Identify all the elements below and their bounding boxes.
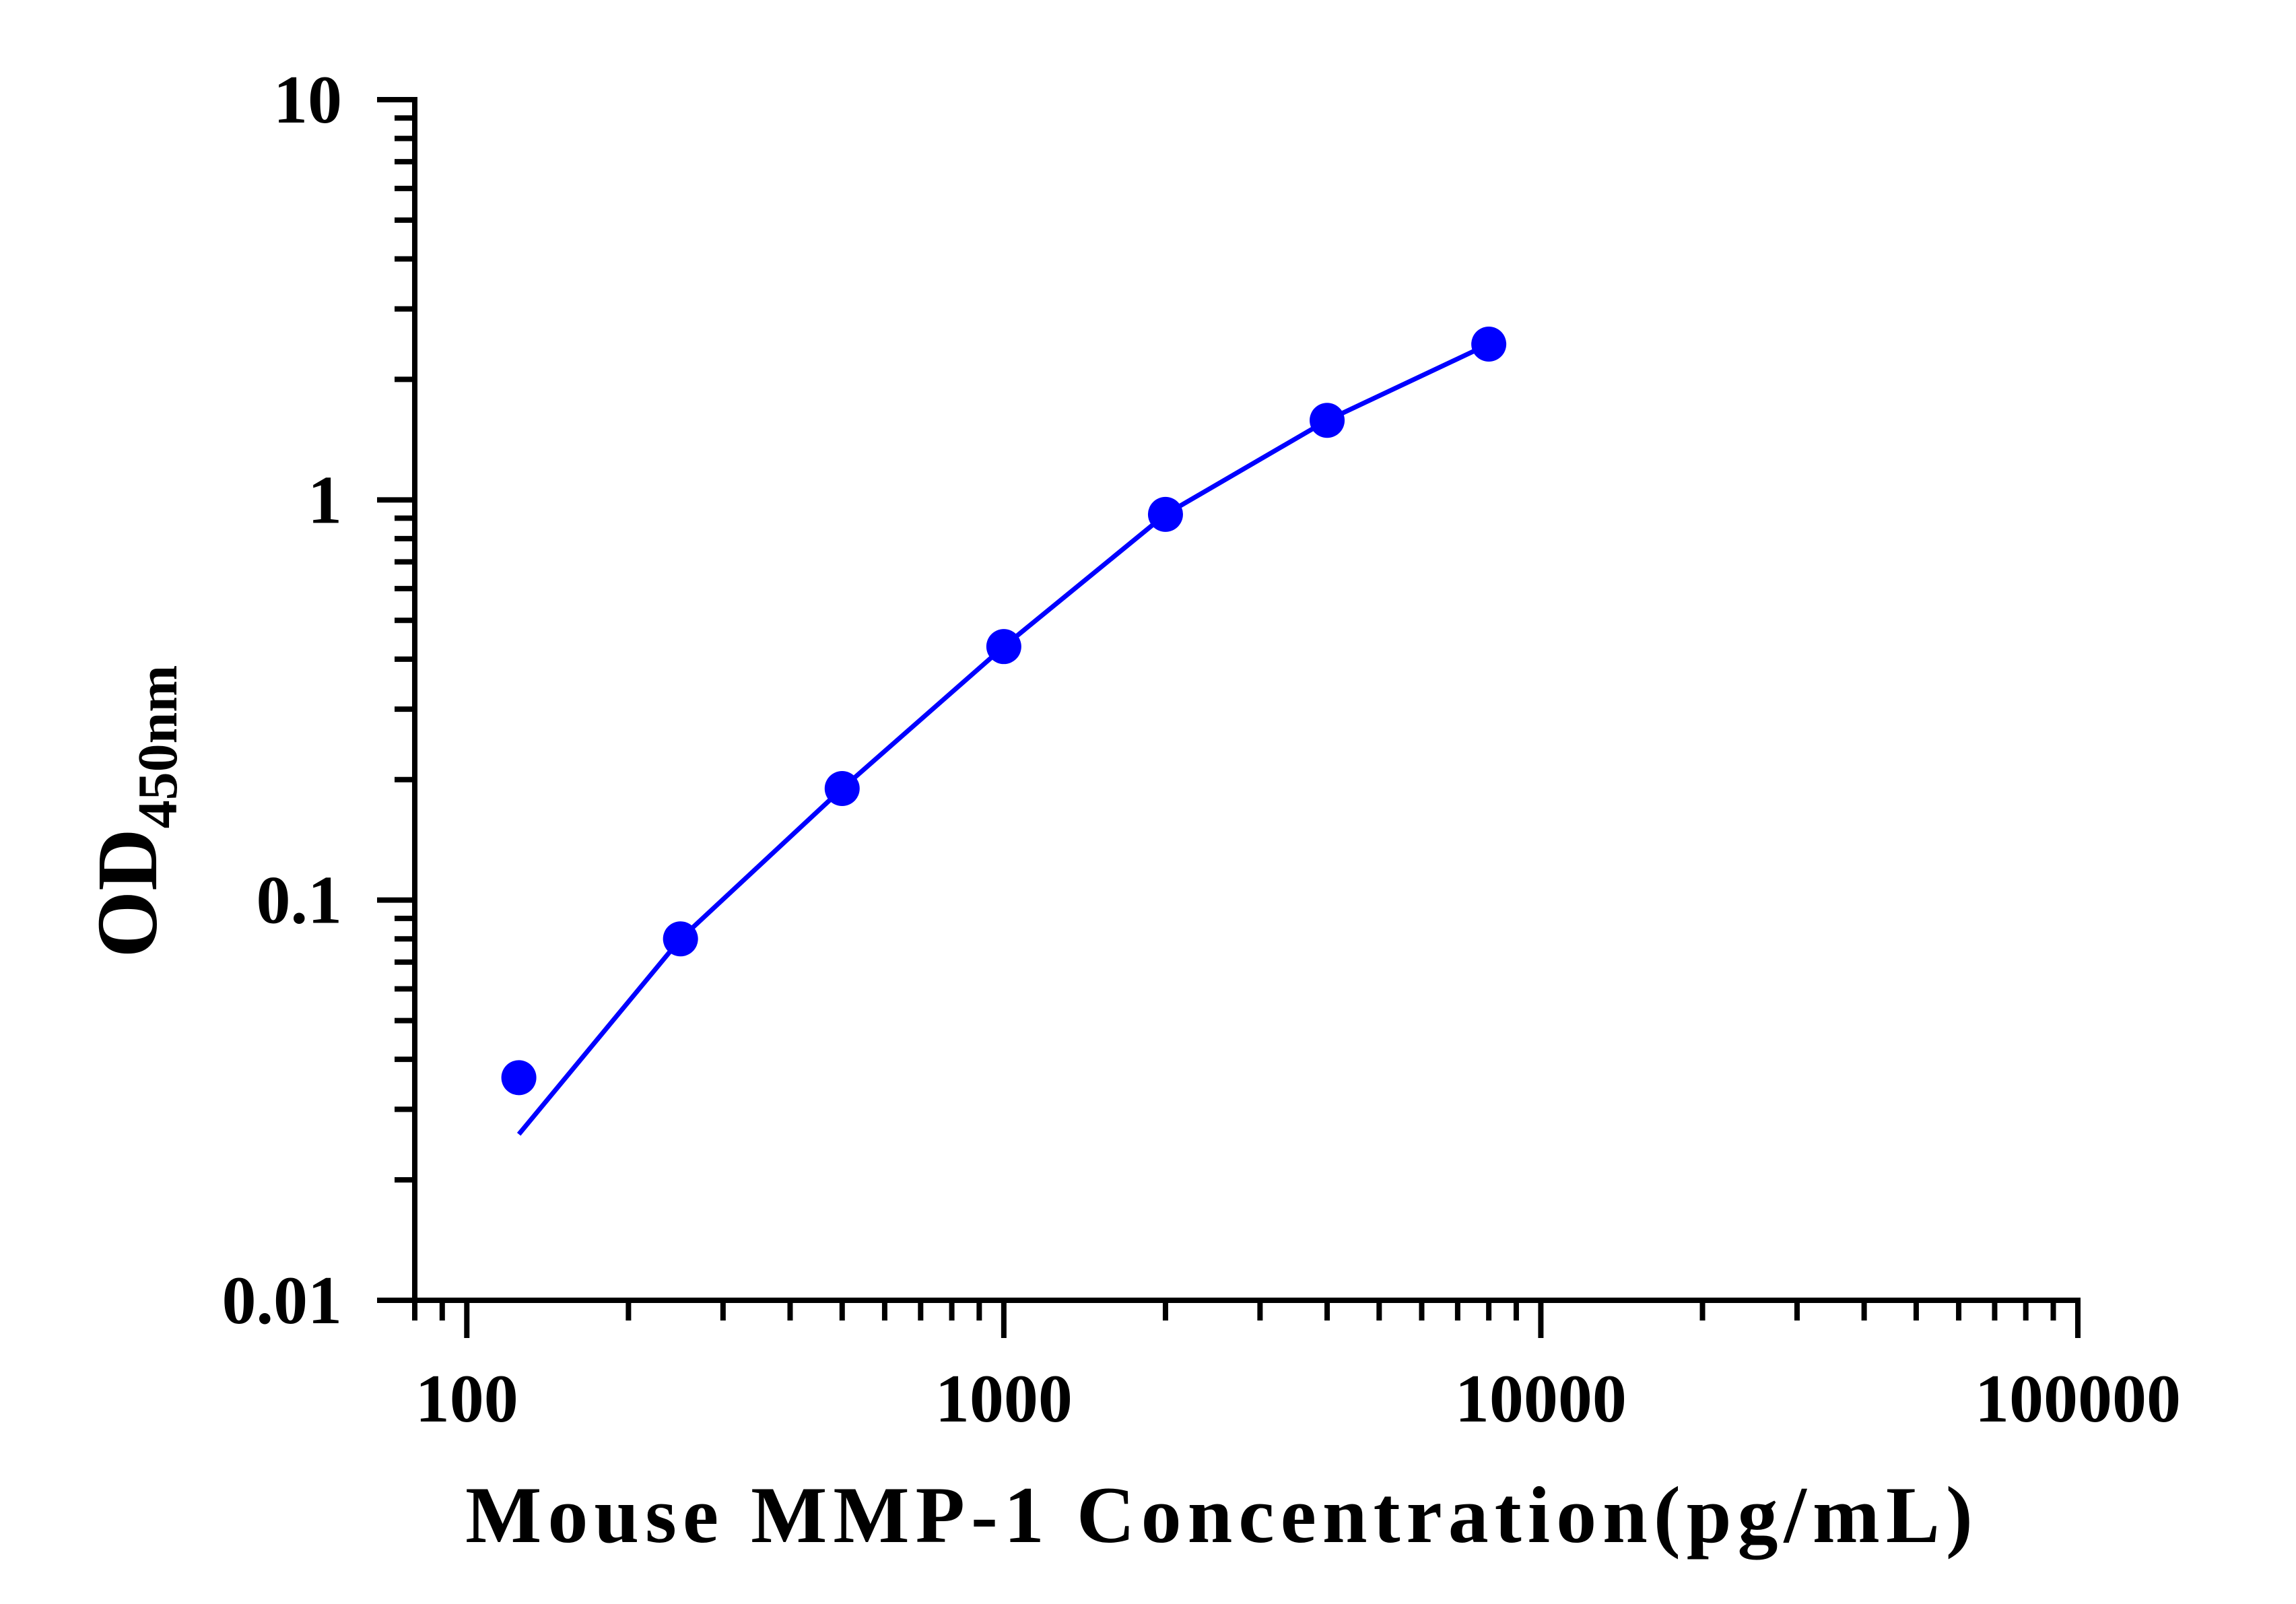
plot-series [501,327,1507,1136]
y-tick-label: 0.01 [222,1263,343,1339]
x-tick-label: 10000 [1455,1361,1627,1437]
fit-line [516,341,1490,1136]
y-axis-title-main: OD [79,828,175,958]
axes [412,97,2081,1303]
y-axis-title: OD450nm [79,665,189,958]
y-axis-title-subscript: 450nm [127,665,189,829]
axis-ticks: 0.01 0.1 1 10 100 1000 10000 100000 [222,62,2182,1437]
y-tick-label: 0.1 [257,863,343,939]
data-point [501,1060,537,1096]
x-tick-label: 1000 [935,1361,1073,1437]
x-axis-title: Mouse MMP-1 Concentration(pg/mL) [465,1470,1979,1560]
svg-text:OD450nm: OD450nm [79,665,189,958]
x-tick-label: 100 [415,1361,518,1437]
y-tick-label: 10 [273,62,342,138]
data-point [1471,327,1507,362]
x-tick-label: 100000 [1975,1361,2181,1437]
y-tick-label: 1 [308,462,342,538]
